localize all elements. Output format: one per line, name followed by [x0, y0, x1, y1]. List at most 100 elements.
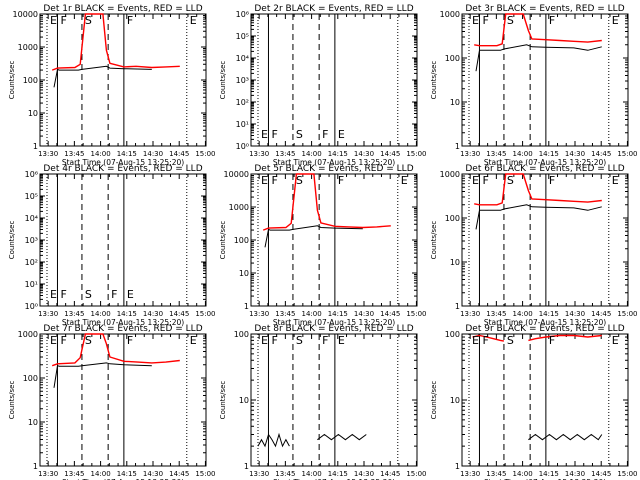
panel-title: Det 7r BLACK = Events, RED = LLD [43, 324, 202, 334]
x-tick-label: 13:45 [64, 310, 84, 318]
marker-label: F [271, 128, 277, 141]
y-tick-label: 10⁵ [236, 32, 249, 41]
x-tick-label: 13:30 [249, 150, 269, 158]
x-tick-label: 14:45 [380, 150, 400, 158]
x-tick-label: 14:30 [143, 310, 163, 318]
x-tick-label: 13:45 [486, 150, 506, 158]
x-tick-label: 14:15 [117, 310, 137, 318]
y-tick-label: 100 [234, 330, 249, 339]
x-tick-label: 13:45 [275, 470, 295, 478]
marker-label: E [401, 174, 408, 187]
marker-label: S [296, 174, 303, 187]
marker-label: F [482, 334, 488, 347]
x-tick-label: 13:45 [486, 310, 506, 318]
x-tick-label: 15:00 [406, 310, 426, 318]
x-tick-label: 14:30 [143, 150, 163, 158]
x-axis-label: Start Time (07-Aug-15 13:25:20) [273, 318, 395, 327]
marker-label: F [338, 174, 344, 187]
x-tick-label: 13:45 [64, 150, 84, 158]
y-tick-label: 10³ [25, 236, 38, 245]
panel-det-2: Det 2r BLACK = Events, RED = LLD 10⁰ 10¹ 10… [219, 4, 427, 167]
series-events [475, 44, 602, 72]
y-tick-label: 10 [28, 418, 38, 427]
marker-label: S [296, 128, 303, 141]
panel-det-3: Det 3r BLACK = Events, RED = LLD 1 10 100 10… [430, 4, 638, 167]
marker-label: E [612, 334, 619, 347]
marker-label: E [472, 14, 479, 27]
y-tick-label: 10⁴ [25, 214, 38, 223]
x-tick-label: 15:00 [195, 150, 215, 158]
y-tick-label: 10 [450, 396, 460, 405]
y-tick-label: 1 [33, 142, 38, 151]
panel-det-4: Det 4r BLACK = Events, RED = LLD 10⁰ 10¹ 10… [8, 164, 216, 327]
y-tick-label: 1 [33, 462, 38, 471]
y-tick-label: 10⁰ [236, 142, 249, 151]
marker-label: S [507, 14, 514, 27]
marker-label: S [507, 174, 514, 187]
series-lld [472, 334, 505, 342]
y-tick-label: 1000 [18, 43, 38, 52]
marker-label: F [549, 334, 555, 347]
panel-title: Det 1r BLACK = Events, RED = LLD [43, 4, 202, 14]
x-tick-label: 13:30 [38, 150, 58, 158]
y-tick-label: 100 [234, 236, 249, 245]
y-axis-label: Counts/sec [8, 381, 16, 420]
panel-title: Det 9r BLACK = Events, RED = LLD [465, 324, 624, 334]
y-tick-label: 100 [23, 374, 38, 383]
y-tick-label: 100 [445, 54, 460, 63]
marker-label: F [271, 334, 277, 347]
marker-label: E [190, 14, 197, 27]
y-tick-label: 10¹ [25, 280, 38, 289]
y-tick-label: 1000 [229, 203, 249, 212]
y-tick-label: 1000 [440, 170, 460, 179]
panel-det-6: Det 6r BLACK = Events, RED = LLD 1 10 100 10… [430, 164, 638, 327]
series-lld [474, 13, 602, 47]
panel-title: Det 4r BLACK = Events, RED = LLD [43, 164, 202, 174]
x-tick-label: 13:30 [249, 310, 269, 318]
y-tick-label: 10 [28, 109, 38, 118]
marker-label: F [322, 334, 328, 347]
y-tick-label: 10⁶ [25, 170, 38, 179]
y-axis-label: Counts/sec [8, 221, 16, 260]
x-tick-label: 14:15 [539, 150, 559, 158]
marker-label: F [322, 128, 328, 141]
panel-det-8: Det 8r BLACK = Events, RED = LLD 1 10 100 Co… [219, 324, 427, 480]
x-tick-label: 15:00 [406, 470, 426, 478]
x-tick-label: 14:30 [565, 470, 585, 478]
x-tick-label: 14:15 [539, 310, 559, 318]
y-axis-label: Counts/sec [430, 221, 438, 260]
marker-label: S [296, 334, 303, 347]
x-tick-label: 14:15 [117, 150, 137, 158]
marker-label: F [127, 334, 133, 347]
x-axis-label: Start Time (07-Aug-15 13:25:20) [484, 158, 606, 167]
y-tick-label: 1000 [18, 330, 38, 339]
marker-label: E [50, 334, 57, 347]
marker-label: E [50, 14, 57, 27]
marker-label: E [338, 334, 345, 347]
x-tick-label: 15:00 [617, 150, 637, 158]
y-tick-label: 10 [239, 269, 249, 278]
marker-label: E [472, 174, 479, 187]
y-tick-label: 10⁴ [236, 54, 249, 63]
x-tick-label: 14:00 [90, 150, 110, 158]
marker-label: E [261, 128, 268, 141]
x-axis-label: Start Time (07-Aug-15 13:25:20) [273, 478, 395, 480]
x-tick-label: 15:00 [195, 310, 215, 318]
marker-label: F [111, 288, 117, 301]
series-events [475, 204, 602, 230]
plot-frame [461, 13, 629, 147]
y-tick-label: 1 [244, 302, 249, 311]
y-tick-label: 10³ [236, 76, 249, 85]
x-tick-label: 13:30 [249, 470, 269, 478]
x-tick-label: 13:45 [486, 470, 506, 478]
marker-label: F [60, 14, 66, 27]
series-events [53, 65, 152, 88]
x-tick-label: 14:45 [591, 150, 611, 158]
y-tick-label: 1 [455, 142, 460, 151]
y-axis-label: Counts/sec [430, 381, 438, 420]
y-axis-label: Counts/sec [219, 61, 227, 100]
series-lld [262, 173, 391, 231]
y-tick-label: 100 [23, 76, 38, 85]
x-axis-label: Start Time (07-Aug-15 13:25:20) [484, 478, 606, 480]
x-tick-label: 15:00 [617, 310, 637, 318]
